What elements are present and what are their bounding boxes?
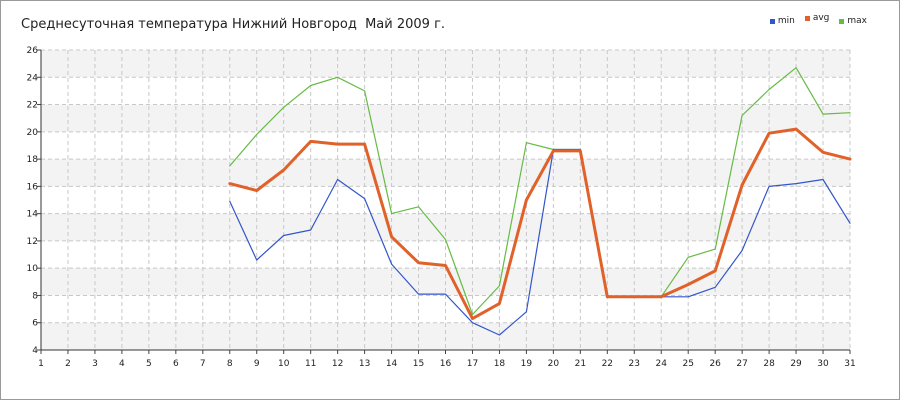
x-tick-label: 22: [602, 359, 613, 369]
y-tick-label: 24: [27, 73, 39, 83]
y-tick-label: 26: [27, 46, 39, 56]
legend-item-min: min: [769, 16, 795, 26]
y-tick-label: 12: [27, 237, 38, 247]
y-tick-label: 14: [27, 210, 39, 220]
x-tick-label: 14: [386, 359, 398, 369]
x-tick-label: 31: [844, 359, 855, 369]
legend-label-max: max: [847, 16, 867, 26]
x-tick-label: 4: [119, 359, 125, 369]
x-tick-label: 11: [305, 359, 316, 369]
legend-swatch-min: [769, 18, 775, 24]
x-tick-label: 17: [467, 359, 478, 369]
y-tick-label: 6: [32, 319, 38, 329]
x-tick-label: 1: [38, 359, 44, 369]
y-tick-label: 18: [27, 155, 39, 165]
x-tick-label: 21: [575, 359, 586, 369]
y-tick-label: 4: [32, 346, 38, 356]
y-tick-label: 16: [27, 182, 39, 192]
x-tick-label: 20: [548, 359, 560, 369]
x-tick-label: 6: [173, 359, 179, 369]
legend-item-avg: avg: [804, 13, 830, 26]
chart-legend: min avg max: [769, 13, 867, 26]
x-tick-label: 16: [440, 359, 452, 369]
legend-item-max: max: [839, 16, 867, 26]
x-tick-label: 28: [763, 359, 775, 369]
x-tick-label: 30: [817, 359, 829, 369]
x-tick-label: 19: [521, 359, 533, 369]
x-tick-label: 23: [629, 359, 640, 369]
y-tick-label: 22: [27, 101, 38, 111]
x-tick-label: 27: [736, 359, 747, 369]
x-tick-label: 5: [146, 359, 152, 369]
x-tick-label: 10: [278, 359, 290, 369]
x-tick-label: 3: [92, 359, 98, 369]
chart-title: Среднесуточная температура Нижний Новгор…: [21, 17, 446, 32]
x-tick-label: 7: [200, 359, 206, 369]
x-tick-label: 29: [790, 359, 802, 369]
x-tick-label: 12: [332, 359, 343, 369]
legend-swatch-avg: [804, 15, 810, 21]
x-tick-label: 25: [682, 359, 693, 369]
legend-label-min: min: [777, 16, 795, 26]
series-line-max: [229, 67, 851, 316]
legend-swatch-max: [839, 18, 845, 24]
y-tick-label: 20: [27, 128, 39, 138]
y-tick-label: 8: [32, 291, 38, 301]
x-tick-label: 9: [254, 359, 260, 369]
x-tick-label: 13: [359, 359, 370, 369]
x-tick-label: 24: [656, 359, 668, 369]
legend-label-avg: avg: [812, 13, 830, 23]
x-tick-label: 15: [413, 359, 424, 369]
x-tick-label: 8: [227, 359, 233, 369]
x-tick-label: 2: [65, 359, 71, 369]
x-tick-label: 18: [494, 359, 506, 369]
x-tick-label: 26: [709, 359, 721, 369]
y-tick-label: 10: [27, 264, 39, 274]
series-line-avg: [228, 127, 852, 321]
series-line-min: [229, 148, 851, 336]
